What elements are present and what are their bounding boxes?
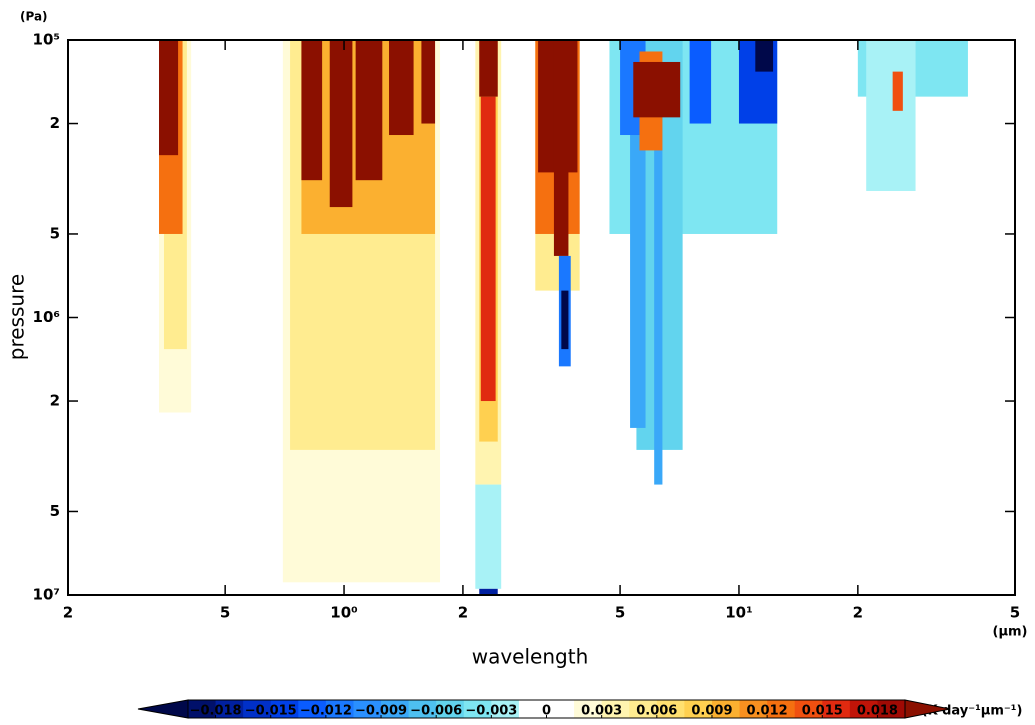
colorbar-segment [491, 700, 520, 718]
contour-cell [892, 71, 903, 111]
colorbar-tick-label: 0 [542, 704, 551, 719]
x-tick-label: 2 [458, 604, 468, 622]
colorbar-tick-label: 0.003 [581, 704, 622, 719]
colorbar-tick-label: −0.015 [245, 704, 297, 719]
contour-cell [654, 61, 663, 485]
contour-cell [421, 40, 436, 124]
y-tick-label: 10⁵ [33, 31, 60, 49]
colorbar-tick-label: −0.006 [410, 704, 462, 719]
colorbar-tick-label: −0.003 [465, 704, 517, 719]
colorbar-segment [794, 700, 823, 718]
y-axis-label: pressure [5, 274, 29, 360]
x-axis-label: wavelength [472, 645, 589, 669]
colorbar-tick-label: −0.018 [190, 704, 242, 719]
colorbar-segment [353, 700, 382, 718]
colorbar-tick-label: −0.009 [355, 704, 407, 719]
contour-cell [561, 290, 569, 350]
colorbar-segment [270, 700, 299, 718]
colorbar-tick-label: 0.009 [691, 704, 732, 719]
colorbar-tick-label: 0.006 [636, 704, 677, 719]
y-unit: (Pa) [20, 10, 48, 24]
colorbar-segment [711, 700, 741, 718]
colorbar-segment [739, 700, 768, 718]
colorbar-segment [243, 700, 272, 718]
colorbar-segment [408, 700, 437, 718]
contour-cell [866, 40, 916, 191]
contour-cell [553, 40, 569, 256]
colorbar-segment [877, 700, 906, 718]
contour-cell [479, 40, 498, 97]
y-tick-label: 2 [50, 114, 60, 132]
contour-cell [159, 40, 179, 156]
colorbar-tick-label: 0.015 [802, 704, 843, 719]
colorbar-tick-label: −0.012 [300, 704, 352, 719]
colorbar-segment [601, 700, 630, 718]
y-tick-label: 10⁶ [33, 308, 60, 326]
colorbar-segment [767, 700, 796, 718]
contour-cell [389, 40, 414, 136]
colorbar-segment [629, 700, 658, 718]
x-tick-label: 5 [220, 604, 230, 622]
x-tick-label: 10¹ [725, 604, 752, 622]
x-tick-label: 2 [853, 604, 863, 622]
contour-cell [301, 40, 323, 181]
colorbar-segment [325, 700, 354, 718]
contour-cell [355, 40, 383, 181]
contour-cell [755, 40, 774, 72]
contour-cell [479, 588, 498, 595]
contour-cell [689, 40, 712, 124]
x-unit: (μm) [993, 625, 1028, 640]
contour-cell [475, 484, 502, 589]
colorbar-segment [188, 700, 217, 718]
contour-field [159, 40, 968, 595]
contour-cell [329, 40, 353, 208]
contour-cell [480, 96, 496, 402]
x-tick-label: 2 [63, 604, 73, 622]
x-tick-label: 10⁰ [330, 604, 357, 622]
y-tick-label: 10⁷ [33, 586, 60, 604]
colorbar-segment [463, 700, 492, 718]
y-tick-label: 5 [50, 502, 60, 520]
x-tick-label: 5 [1010, 604, 1020, 622]
colorbar-tick-label: 0.018 [857, 704, 898, 719]
y-tick-label: 5 [50, 224, 60, 242]
colorbar-segment [849, 700, 878, 718]
colorbar-segment [574, 700, 603, 718]
colorbar-segment [518, 700, 575, 718]
colorbar-segment [381, 700, 410, 718]
contour-cell [633, 61, 681, 118]
y-tick-label: 2 [50, 392, 60, 410]
colorbar-segment [684, 700, 713, 718]
x-tick-label: 5 [615, 604, 625, 622]
colorbar-segment [436, 700, 465, 718]
colorbar-under [137, 699, 189, 719]
colorbar-tick-label: 0.012 [747, 704, 788, 719]
colorbar-segment [215, 700, 244, 718]
colorbar-segment [656, 700, 685, 718]
colorbar-segment [298, 700, 327, 718]
colorbar-segment [822, 700, 851, 718]
colorbar-unit: (K day⁻¹μm⁻¹) [922, 704, 1023, 719]
